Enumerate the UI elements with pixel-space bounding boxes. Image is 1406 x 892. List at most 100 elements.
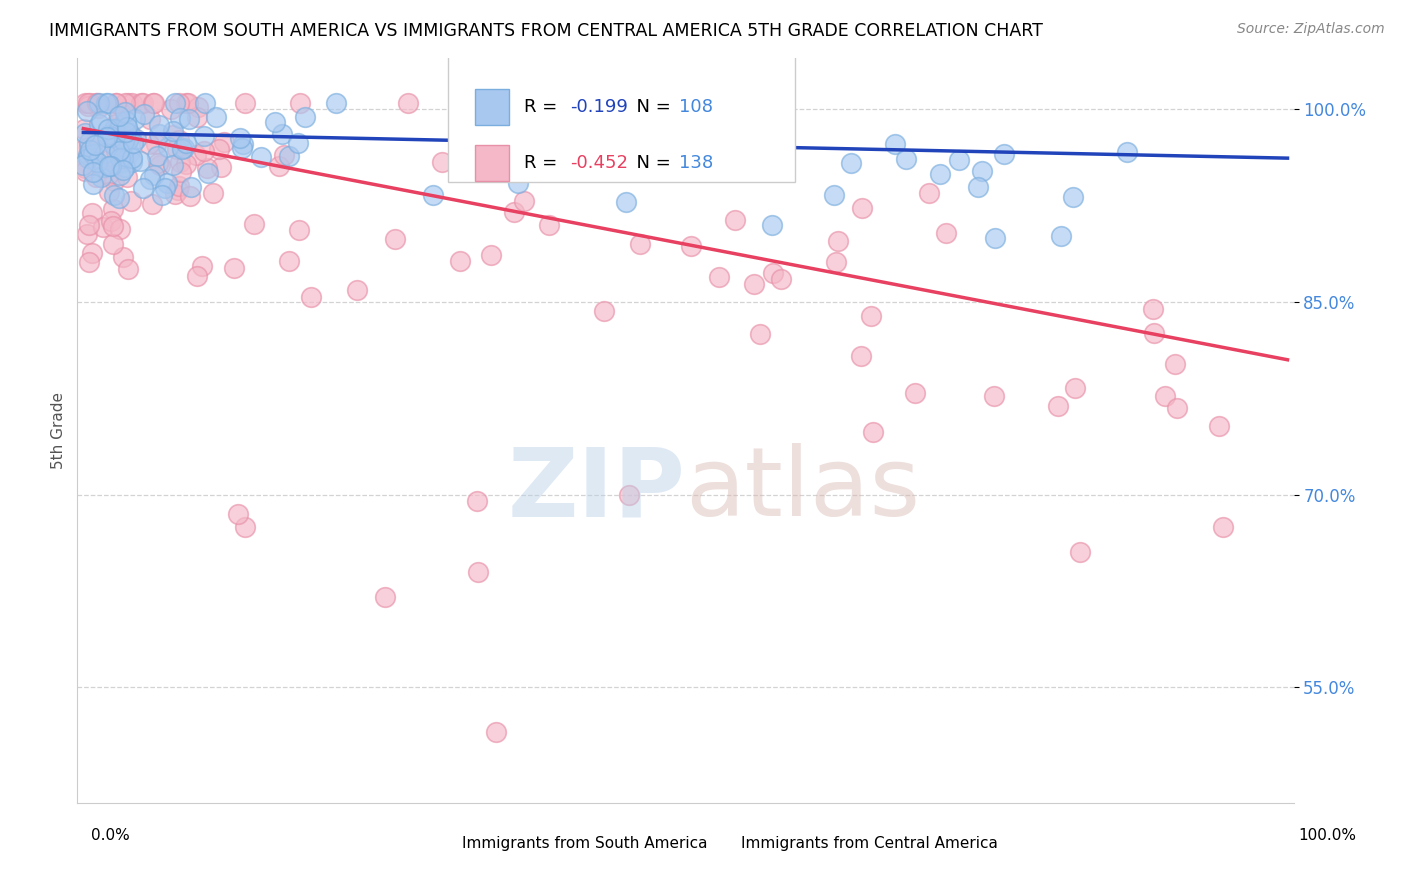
Point: [73, 141, 96, 155]
Point: [77, 99, 100, 113]
FancyBboxPatch shape: [425, 830, 454, 856]
Point: [97, 128, 120, 142]
Point: [267, 159, 290, 173]
Point: [770, 272, 793, 286]
Point: [166, 142, 188, 156]
Point: [163, 187, 186, 202]
Point: [162, 158, 184, 172]
Point: [111, 116, 134, 130]
Point: [121, 154, 143, 169]
Point: [301, 290, 323, 304]
Point: [197, 166, 219, 180]
Point: [860, 309, 883, 323]
Point: [1163, 357, 1185, 371]
Point: [72, 158, 94, 172]
Point: [111, 250, 134, 264]
Point: [77, 219, 100, 233]
Point: [91, 219, 114, 234]
Text: Immigrants from South America: Immigrants from South America: [461, 836, 707, 851]
Point: [934, 226, 956, 240]
Point: [384, 232, 406, 246]
Point: [103, 122, 125, 136]
FancyBboxPatch shape: [703, 830, 734, 856]
Point: [79, 143, 101, 157]
Point: [929, 167, 952, 181]
Point: [114, 95, 136, 110]
Point: [73, 121, 96, 136]
Text: 0.0%: 0.0%: [91, 828, 131, 843]
Text: 108: 108: [679, 98, 713, 116]
Text: N =: N =: [624, 98, 676, 116]
Point: [273, 148, 295, 162]
Point: [97, 169, 120, 183]
Point: [173, 141, 195, 155]
Point: [948, 153, 970, 167]
Point: [100, 213, 122, 227]
Text: Immigrants from Central America: Immigrants from Central America: [741, 836, 998, 851]
Point: [422, 188, 444, 202]
Point: [1063, 381, 1085, 395]
Point: [86, 169, 108, 184]
Point: [233, 519, 256, 533]
Point: [205, 110, 228, 124]
Point: [110, 105, 132, 120]
Text: IMMIGRANTS FROM SOUTH AMERICA VS IMMIGRANTS FROM CENTRAL AMERICA 5TH GRADE CORRE: IMMIGRANTS FROM SOUTH AMERICA VS IMMIGRA…: [49, 22, 1043, 40]
Point: [82, 165, 104, 179]
Point: [229, 130, 252, 145]
Point: [107, 191, 129, 205]
Point: [823, 187, 845, 202]
Point: [1212, 520, 1234, 534]
Point: [167, 133, 190, 147]
Text: R =: R =: [523, 154, 562, 172]
Point: [628, 236, 651, 251]
Point: [111, 162, 134, 177]
Point: [145, 148, 167, 162]
Point: [208, 142, 231, 156]
Point: [1208, 419, 1230, 434]
Point: [228, 507, 250, 521]
Point: [177, 95, 200, 110]
Point: [97, 95, 120, 110]
Point: [592, 303, 614, 318]
Point: [167, 95, 190, 110]
Text: Source: ZipAtlas.com: Source: ZipAtlas.com: [1237, 22, 1385, 37]
Point: [117, 262, 139, 277]
Point: [1062, 190, 1084, 204]
Point: [851, 201, 873, 215]
Point: [145, 137, 167, 152]
Text: atlas: atlas: [686, 443, 921, 536]
Point: [90, 169, 112, 184]
Point: [167, 183, 190, 197]
Point: [679, 238, 702, 252]
Point: [194, 95, 217, 110]
Point: [346, 283, 368, 297]
Point: [479, 248, 502, 262]
Point: [1143, 326, 1166, 341]
Point: [153, 181, 176, 195]
Point: [103, 137, 125, 152]
Point: [100, 159, 122, 173]
Point: [176, 157, 198, 171]
Point: [118, 126, 141, 140]
Point: [76, 151, 98, 165]
Point: [277, 253, 299, 268]
Point: [110, 222, 132, 236]
Point: [162, 124, 184, 138]
Point: [86, 132, 108, 146]
Point: [177, 112, 200, 126]
Point: [150, 188, 173, 202]
Text: -0.199: -0.199: [569, 98, 627, 116]
Point: [139, 112, 162, 126]
Point: [157, 139, 180, 153]
Point: [485, 106, 508, 120]
Point: [683, 159, 706, 173]
Point: [105, 95, 128, 110]
Point: [862, 425, 884, 440]
Point: [120, 194, 142, 208]
Point: [105, 117, 128, 131]
Point: [972, 164, 994, 178]
Point: [108, 109, 131, 123]
Point: [193, 129, 215, 144]
Point: [142, 95, 165, 110]
Point: [222, 260, 245, 275]
